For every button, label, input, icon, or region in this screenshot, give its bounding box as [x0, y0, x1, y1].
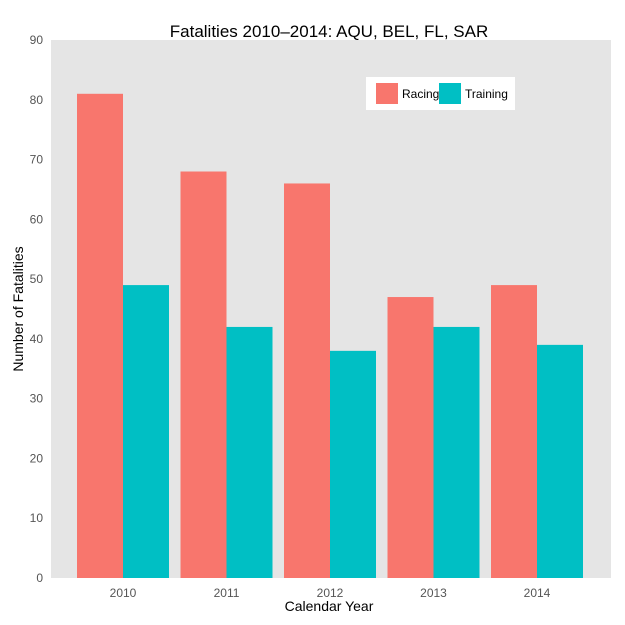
legend-label-racing: Racing — [402, 87, 439, 101]
x-tick-label-2014: 2014 — [524, 586, 551, 600]
x-axis-ticks: 2010 2011 2012 2013 2014 — [110, 586, 551, 600]
y-axis-label: Number of Fatalities — [10, 246, 26, 371]
x-tick-label-2012: 2012 — [317, 586, 344, 600]
bar-training-2014 — [537, 344, 583, 578]
y-tick-label-0: 0 — [36, 571, 43, 585]
x-axis-label: Calendar Year — [285, 598, 374, 614]
bar-training-2013 — [433, 326, 480, 578]
y-tick-label-60: 60 — [30, 212, 44, 226]
y-tick-label-20: 20 — [30, 451, 44, 465]
bar-racing-2012 — [284, 183, 330, 578]
bar-racing-2013 — [387, 297, 434, 578]
bar-racing-2010 — [77, 93, 123, 579]
y-tick-label-40: 40 — [30, 332, 44, 346]
bars-group — [77, 93, 583, 579]
legend: Racing Training — [366, 77, 515, 110]
y-tick-label-80: 80 — [30, 93, 44, 107]
bar-training-2012 — [330, 350, 376, 578]
x-tick-label-2011: 2011 — [214, 586, 240, 600]
legend-swatch-racing — [376, 83, 398, 104]
legend-label-training: Training — [465, 87, 508, 101]
y-tick-label-50: 50 — [30, 272, 44, 286]
y-tick-label-30: 30 — [30, 392, 44, 406]
bar-racing-2011 — [180, 171, 227, 578]
y-tick-label-70: 70 — [30, 153, 44, 167]
y-tick-label-90: 90 — [30, 33, 44, 47]
y-axis-ticks: 0 10 20 30 40 50 60 70 80 90 — [30, 33, 44, 585]
chart-title: Fatalities 2010–2014: AQU, BEL, FL, SAR — [170, 22, 488, 41]
x-tick-label-2010: 2010 — [110, 586, 137, 600]
bar-training-2011 — [226, 326, 273, 578]
x-tick-label-2013: 2013 — [420, 586, 447, 600]
y-tick-label-10: 10 — [30, 511, 44, 525]
bar-training-2010 — [123, 285, 169, 578]
bar-racing-2014 — [491, 285, 537, 578]
legend-swatch-training — [439, 83, 461, 104]
